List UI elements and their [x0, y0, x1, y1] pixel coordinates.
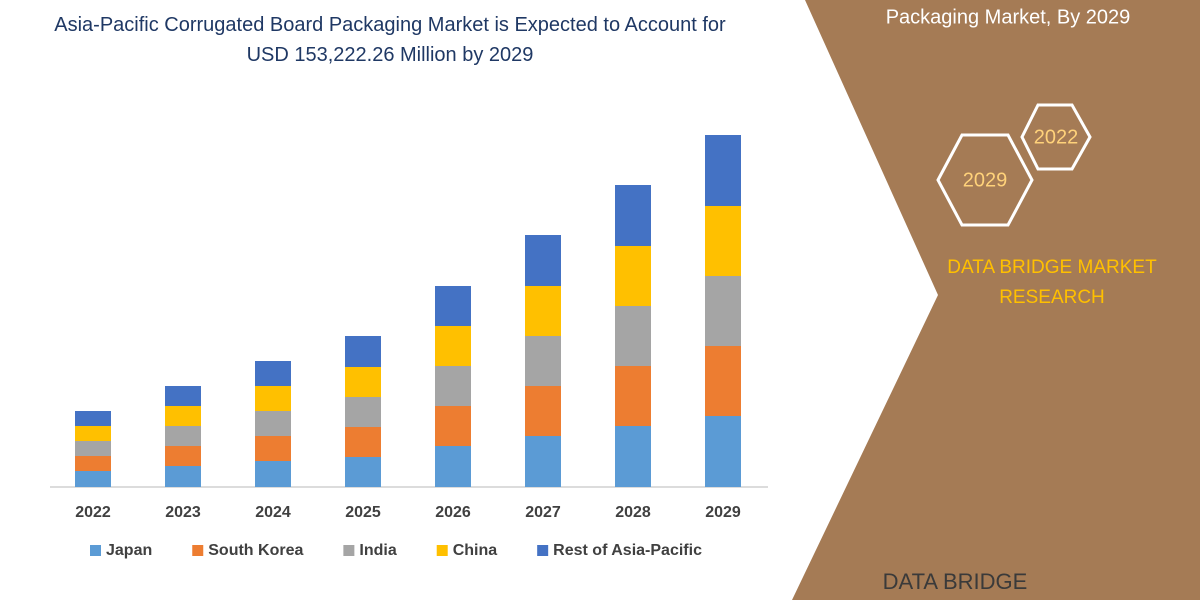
logo-text: DATA BRIDGE — [883, 569, 1028, 594]
bar-segment — [165, 386, 201, 406]
bar-segment — [615, 366, 651, 426]
bar-segment — [345, 457, 381, 487]
bar-segment — [705, 206, 741, 276]
bar-segment — [75, 441, 111, 456]
bar-segment — [525, 386, 561, 436]
panel-heading: Packaging Market, By 2029 — [886, 6, 1131, 28]
bar-segment — [255, 361, 291, 386]
bar-segment — [705, 276, 741, 346]
bar-segment — [75, 411, 111, 426]
brand-name: DATA BRIDGE MARKET RESEARCH — [947, 257, 1157, 308]
bar-segment — [165, 446, 201, 466]
bar-segment — [75, 456, 111, 471]
bar-segment — [255, 411, 291, 436]
hexagon-label: 2022 — [1034, 126, 1079, 148]
bar-segment — [165, 406, 201, 426]
legend-label: India — [359, 542, 396, 559]
x-tick-label: 2025 — [345, 504, 381, 521]
x-tick-label: 2024 — [255, 504, 291, 521]
bar-segment — [345, 397, 381, 427]
bar-segment — [345, 336, 381, 367]
x-tick-label: 2028 — [615, 504, 651, 521]
bar-segment — [615, 185, 651, 246]
bar-segment — [705, 416, 741, 487]
legend-swatch — [537, 545, 549, 556]
bar-segment — [705, 346, 741, 416]
bar-segment — [435, 326, 471, 366]
x-tick-label: 2022 — [75, 504, 111, 521]
bar-segment — [345, 367, 381, 397]
legend-label: Japan — [106, 542, 152, 559]
bar-segment — [255, 436, 291, 461]
bar-segment — [435, 286, 471, 326]
x-tick-label: 2027 — [525, 504, 561, 521]
bar-segment — [435, 366, 471, 406]
side-panel — [792, 0, 1200, 600]
legend-swatch — [436, 545, 448, 556]
bar-segment — [705, 135, 741, 206]
bar-segment — [345, 427, 381, 457]
bar-segment — [615, 426, 651, 487]
hexagon — [1020, 103, 1092, 171]
bar-segment — [165, 466, 201, 487]
bar-segment — [165, 426, 201, 446]
chart-title: Asia-Pacific Corrugated Board Packaging … — [54, 14, 726, 66]
bar-segment — [615, 246, 651, 306]
legend-swatch — [343, 545, 355, 556]
x-tick-label: 2029 — [705, 504, 741, 521]
bar-segment — [255, 461, 291, 487]
legend-label: China — [453, 542, 498, 559]
legend-swatch — [192, 545, 204, 556]
bar-segment — [435, 446, 471, 487]
bar-segment — [525, 336, 561, 386]
legend-label: South Korea — [208, 542, 303, 559]
legend-label: Rest of Asia-Pacific — [553, 542, 702, 559]
hexagon-label: 2029 — [963, 169, 1008, 191]
x-tick-label: 2026 — [435, 504, 471, 521]
bar-segment — [525, 436, 561, 487]
bar-segment — [75, 471, 111, 487]
bar-segment — [435, 406, 471, 446]
bar-segment — [75, 426, 111, 441]
bar-segment — [525, 286, 561, 336]
bar-segment — [615, 306, 651, 366]
x-tick-label: 2023 — [165, 504, 201, 521]
bar-segment — [255, 386, 291, 411]
legend-swatch — [90, 545, 101, 556]
hexagon — [936, 133, 1034, 227]
bar-segment — [525, 235, 561, 286]
